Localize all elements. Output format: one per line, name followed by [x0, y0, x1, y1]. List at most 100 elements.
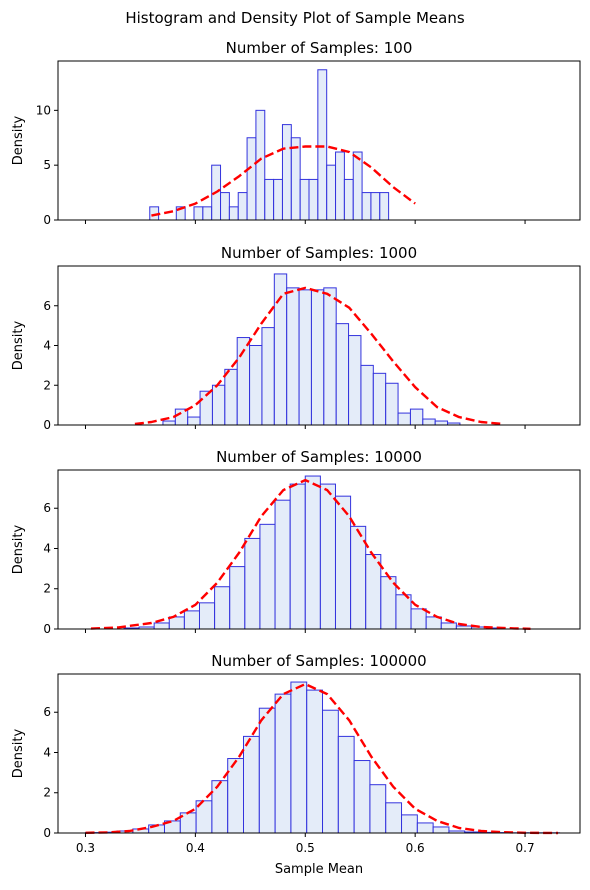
y-tick-label: 4: [43, 745, 51, 759]
y-tick-label: 0: [43, 826, 51, 840]
histogram-bars: [85, 682, 559, 833]
x-tick-label: 0.3: [76, 841, 95, 855]
subplot-title: Number of Samples: 1000: [221, 244, 417, 262]
histogram-bar: [324, 288, 336, 425]
histogram-bar: [338, 736, 354, 833]
histogram-bar: [290, 484, 305, 629]
histogram-bar: [320, 484, 335, 629]
histogram-bar: [441, 623, 456, 629]
histogram-bar: [282, 125, 291, 220]
y-tick-label: 0: [43, 213, 51, 227]
y-tick-label: 2: [43, 378, 51, 392]
histogram-bar: [402, 815, 418, 833]
histogram-bar: [318, 70, 327, 220]
histogram-bar: [256, 110, 265, 220]
histogram-bar: [386, 803, 402, 833]
histogram-bar: [230, 567, 245, 629]
histogram-bar: [380, 193, 389, 220]
y-tick-label: 2: [43, 786, 51, 800]
histogram-bar: [336, 152, 345, 220]
histogram-bar: [225, 369, 237, 425]
y-tick-label: 6: [43, 705, 51, 719]
y-tick-label: 10: [36, 103, 51, 117]
histogram-bar: [274, 179, 283, 220]
histogram-bar: [250, 346, 262, 426]
x-tick-label: 0.4: [186, 841, 205, 855]
figure-title: Histogram and Density Plot of Sample Mea…: [125, 9, 465, 27]
histogram-bar: [287, 288, 299, 425]
histogram-bar: [311, 290, 323, 425]
histogram-bar: [361, 365, 373, 425]
histogram-bar: [423, 419, 435, 425]
histogram-bar: [435, 421, 447, 425]
y-tick-label: 0: [43, 622, 51, 636]
histogram-bar: [247, 138, 256, 220]
histogram-bar: [259, 708, 275, 833]
histogram-bar: [299, 290, 311, 425]
y-tick-label: 6: [43, 501, 51, 515]
histogram-bar: [229, 207, 238, 220]
subplot-2: Number of Samples: 1000 0 2 4 6 Density: [11, 244, 580, 432]
histogram-bar: [215, 587, 230, 629]
y-tick-label: 0: [43, 418, 51, 432]
histogram-bar: [396, 595, 411, 629]
histogram-bars: [124, 476, 502, 629]
histogram-bar: [353, 152, 362, 220]
histogram-bar: [335, 496, 350, 629]
histogram-bar: [386, 383, 398, 425]
y-tick-label: 6: [43, 299, 51, 313]
histogram-bar: [188, 417, 200, 425]
histogram-bar: [323, 710, 339, 833]
subplot-title: Number of Samples: 100000: [211, 652, 426, 670]
x-axis-label: Sample Mean: [275, 862, 363, 877]
histogram-bar: [398, 413, 410, 425]
x-tick-label: 0.6: [406, 841, 425, 855]
histogram-bar: [371, 193, 380, 220]
y-tick-label: 4: [43, 541, 51, 555]
histogram-bar: [410, 409, 422, 425]
histogram-bar: [260, 524, 275, 629]
histogram-bars: [150, 70, 389, 220]
x-tick-label: 0.7: [516, 841, 535, 855]
y-axis-label: Density: [11, 524, 26, 574]
histogram-bar: [212, 385, 224, 425]
histogram-bar: [417, 823, 433, 833]
histogram-bar: [262, 328, 274, 425]
histogram-bar: [265, 179, 274, 220]
histogram-bar: [362, 193, 371, 220]
y-axis-label: Density: [11, 115, 26, 165]
subplot-1: Number of Samples: 100 0 5 10 Density: [11, 39, 580, 227]
histogram-bar: [309, 179, 318, 220]
histogram-bar: [203, 207, 212, 220]
histogram-bar: [370, 785, 386, 833]
subplot-title: Number of Samples: 10000: [216, 448, 422, 466]
y-tick-label: 5: [43, 158, 51, 172]
histogram-bar: [212, 781, 228, 833]
histogram-bar: [238, 193, 247, 220]
histogram-bar: [194, 207, 203, 220]
histogram-bar: [291, 138, 300, 220]
y-tick-label: 4: [43, 339, 51, 353]
histogram-bar: [199, 603, 214, 629]
histogram-bar: [154, 623, 169, 629]
histogram-bar: [373, 373, 385, 425]
histogram-bar: [245, 538, 260, 629]
histogram-bar: [344, 179, 353, 220]
histogram-bar: [433, 827, 449, 833]
y-axis-label: Density: [11, 728, 26, 778]
subplot-title: Number of Samples: 100: [226, 39, 413, 57]
histogram-bar: [366, 555, 381, 629]
histogram-bars: [163, 274, 460, 425]
histogram-bar: [275, 694, 291, 833]
y-axis-label: Density: [11, 320, 26, 370]
histogram-bar: [300, 179, 309, 220]
histogram-bar: [184, 611, 199, 629]
histogram-bar: [228, 759, 244, 833]
histogram-bar: [307, 690, 323, 833]
histogram-bar: [327, 165, 336, 220]
histogram-bar: [275, 500, 290, 629]
histogram-bar: [244, 736, 260, 833]
histogram-bar: [163, 421, 175, 425]
